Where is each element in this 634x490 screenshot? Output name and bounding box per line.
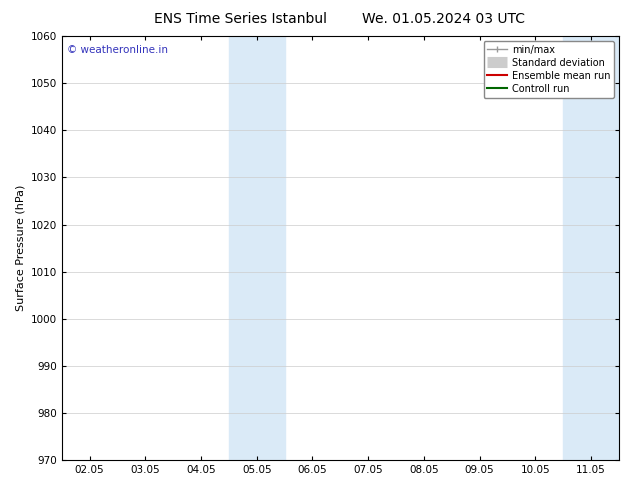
Text: © weatheronline.in: © weatheronline.in — [67, 45, 168, 54]
Legend: min/max, Standard deviation, Ensemble mean run, Controll run: min/max, Standard deviation, Ensemble me… — [484, 41, 614, 98]
Text: We. 01.05.2024 03 UTC: We. 01.05.2024 03 UTC — [362, 12, 526, 26]
Bar — [229, 36, 285, 460]
Bar — [563, 36, 619, 460]
Text: ENS Time Series Istanbul: ENS Time Series Istanbul — [155, 12, 327, 26]
Y-axis label: Surface Pressure (hPa): Surface Pressure (hPa) — [15, 185, 25, 311]
